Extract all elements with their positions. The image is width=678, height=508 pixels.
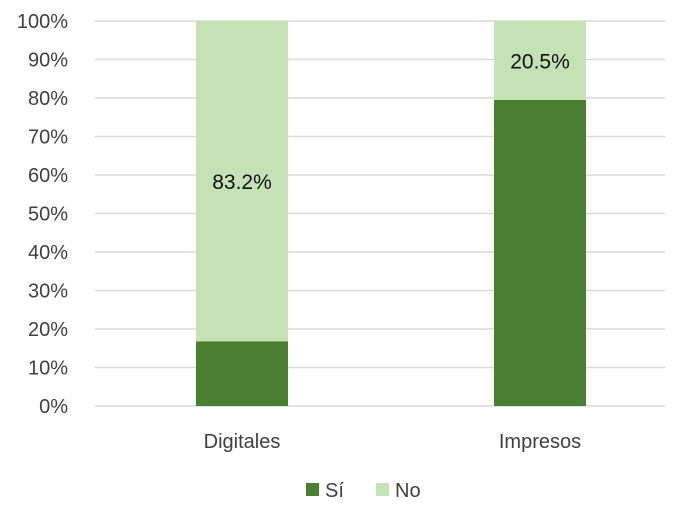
y-tick-label-0: 0% xyxy=(39,396,68,418)
x-category-label-1: Impresos xyxy=(499,431,581,453)
data-labels: 83.2% 20.5% xyxy=(212,50,570,194)
data-label-1: 20.5% xyxy=(510,50,570,73)
y-tick-label-4: 40% xyxy=(28,242,68,264)
legend-label-1: No xyxy=(395,480,421,502)
bar-impresos-no xyxy=(494,21,586,100)
y-tick-label-3: 30% xyxy=(28,281,68,303)
y-tick-label-10: 100% xyxy=(17,11,68,33)
y-tick-label-9: 90% xyxy=(28,50,68,72)
legend-label-0: Sí xyxy=(325,480,344,502)
y-tick-label-1: 10% xyxy=(28,358,68,380)
y-tick-label-2: 20% xyxy=(28,319,68,341)
x-axis-category-labels: Digitales Impresos xyxy=(204,431,581,453)
bars xyxy=(196,21,586,407)
legend-swatch-1 xyxy=(376,483,389,496)
legend-swatch-0 xyxy=(306,483,319,496)
y-tick-label-7: 70% xyxy=(28,127,68,149)
legend: Sí No xyxy=(306,480,421,502)
bar-digitales-no xyxy=(196,21,288,342)
bar-impresos-sí xyxy=(494,99,586,407)
y-tick-label-8: 80% xyxy=(28,88,68,110)
bar-digitales-sí xyxy=(196,341,288,406)
y-tick-label-5: 50% xyxy=(28,204,68,226)
y-tick-label-6: 60% xyxy=(28,165,68,187)
x-category-label-0: Digitales xyxy=(204,431,281,453)
data-label-0: 83.2% xyxy=(212,171,272,194)
y-axis-tick-labels: 0% 10% 20% 30% 40% 50% 60% 70% 80% 90% 100% xyxy=(17,11,68,418)
